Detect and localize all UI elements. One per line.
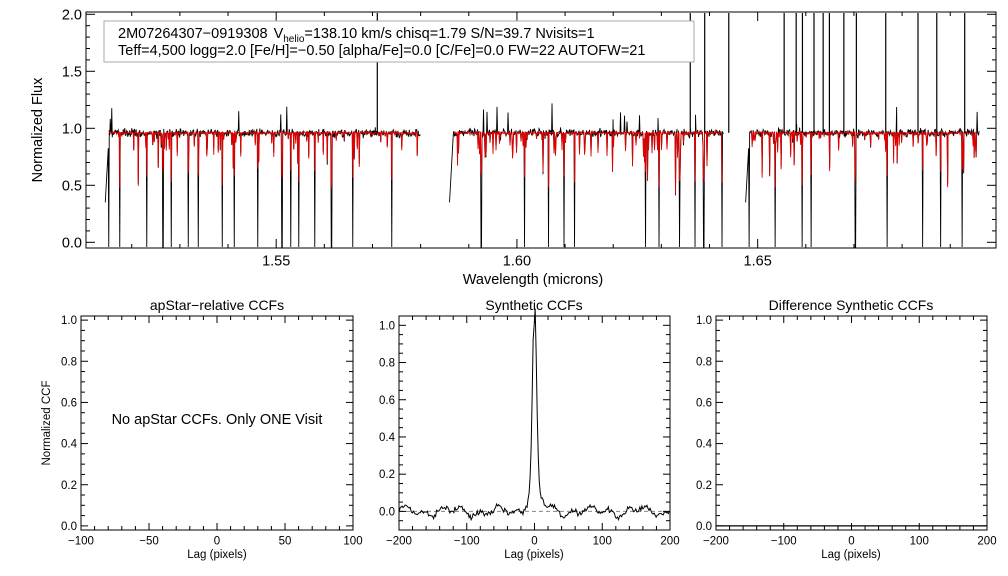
spectrum-x-label: Wavelength (microns) bbox=[463, 272, 603, 288]
y-tick-label: 0.6 bbox=[61, 397, 77, 409]
x-tick-label: 1.65 bbox=[744, 254, 772, 270]
model-spectrum-line bbox=[108, 130, 419, 189]
x-tick-label: −50 bbox=[139, 536, 159, 548]
y-tick-label: 1.0 bbox=[62, 121, 82, 137]
model-spectrum-line bbox=[749, 129, 978, 188]
y-tick-label: 0.8 bbox=[379, 358, 395, 370]
difference-ccf-x-label: Lag (pixels) bbox=[821, 549, 881, 561]
spectrum-annotation-box: 2M07264307−0919308 Vhelio=138.10 km/s chi… bbox=[103, 20, 695, 63]
x-tick-label: −200 bbox=[386, 536, 412, 548]
x-tick-label: −100 bbox=[68, 536, 94, 548]
y-tick-label: 0.0 bbox=[696, 521, 712, 533]
x-tick-label: 1.55 bbox=[262, 254, 290, 270]
y-tick-label: 1.0 bbox=[379, 320, 395, 332]
x-tick-label: 0 bbox=[214, 536, 220, 548]
y-tick-label: 0.2 bbox=[379, 469, 395, 481]
y-tick-label: 1.5 bbox=[62, 64, 82, 80]
observed-spectrum-line bbox=[745, 106, 980, 248]
fit-statistics: =138.10 km/s chisq=1.79 S/N=39.7 Nvisits… bbox=[304, 26, 594, 42]
x-tick-label: −100 bbox=[771, 536, 797, 548]
synthetic-ccf-frame bbox=[398, 315, 671, 531]
x-tick-label: 0 bbox=[848, 536, 854, 548]
y-tick-label: 0.0 bbox=[62, 235, 82, 251]
x-tick-label: 0 bbox=[531, 536, 537, 548]
x-tick-label: 100 bbox=[593, 536, 612, 548]
model-spectrum-line bbox=[453, 129, 723, 195]
apstar-ccf-panel: −100 −50 0 50 100 0.0 0.2 0.4 0.6 0.8 1.0 apStar−r… bbox=[41, 297, 363, 561]
x-tick-label: 50 bbox=[279, 536, 292, 548]
x-tick-label: −200 bbox=[703, 536, 729, 548]
y-tick-label: 0.8 bbox=[696, 356, 712, 368]
synthetic-ccf-x-label: Lag (pixels) bbox=[504, 549, 564, 561]
y-tick-label: 0.0 bbox=[61, 521, 77, 533]
spectrum-panel: 1.55 1.60 1.65 0.0 0.5 1.0 1.5 2.0 2M07264307−0… bbox=[30, 7, 997, 288]
synthetic-ccf-panel: −200 −100 0 100 200 0.0 0.2 0.4 0.6 0.8 1.0 Synthe… bbox=[379, 297, 680, 561]
y-tick-label: 0.6 bbox=[379, 395, 395, 407]
synthetic-ccf-line bbox=[398, 308, 670, 522]
y-tick-label: 2.0 bbox=[62, 7, 82, 23]
x-tick-label: 200 bbox=[977, 536, 996, 548]
y-tick-label: 0.8 bbox=[61, 356, 77, 368]
y-tick-label: 0.4 bbox=[379, 432, 396, 444]
y-tick-label: 0.6 bbox=[696, 397, 712, 409]
synthetic-ccf-title: Synthetic CCFs bbox=[485, 297, 582, 313]
apstar-ccf-y-label: Normalized CCF bbox=[41, 381, 53, 466]
spectrum-frame bbox=[85, 11, 997, 249]
apstar-ccf-title: apStar−relative CCFs bbox=[150, 297, 284, 313]
annotation-line-1: 2M07264307−0919308 Vhelio=138.10 km/s chi… bbox=[118, 26, 595, 45]
star-id: 2M07264307−0919308 bbox=[118, 26, 268, 42]
annotation-line-2: Teff=4,500 logg=2.0 [Fe/H]=−0.50 [alpha/… bbox=[118, 43, 645, 59]
difference-ccf-title: Difference Synthetic CCFs bbox=[769, 297, 934, 313]
x-tick-label: 200 bbox=[660, 536, 679, 548]
observed-spectrum-line bbox=[449, 103, 724, 248]
vhelio-label: V bbox=[274, 26, 284, 42]
no-ccf-message: No apStar CCFs. Only ONE Visit bbox=[112, 412, 323, 428]
annotation-frame bbox=[103, 20, 695, 63]
spectrum-y-label: Normalized Flux bbox=[30, 77, 46, 182]
difference-ccf-panel: −200 −100 0 100 200 0.0 0.2 0.4 0.6 0.8 1.0 Differ… bbox=[696, 297, 997, 561]
vhelio-subscript: helio bbox=[283, 34, 305, 45]
x-tick-label: −100 bbox=[454, 536, 480, 548]
y-tick-label: 1.0 bbox=[696, 315, 712, 327]
y-tick-label: 0.5 bbox=[62, 178, 82, 194]
y-tick-label: 0.2 bbox=[61, 480, 77, 492]
y-tick-label: 0.2 bbox=[696, 480, 712, 492]
y-tick-label: 0.4 bbox=[61, 439, 78, 451]
observed-spectrum-line bbox=[104, 106, 421, 248]
x-tick-label: 100 bbox=[343, 536, 362, 548]
x-tick-label: 100 bbox=[910, 536, 929, 548]
y-tick-label: 0.0 bbox=[379, 506, 395, 518]
y-tick-label: 1.0 bbox=[61, 315, 77, 327]
apstar-ccf-x-label: Lag (pixels) bbox=[187, 549, 247, 561]
x-tick-label: 1.60 bbox=[503, 254, 531, 270]
y-tick-label: 0.4 bbox=[696, 439, 713, 451]
difference-ccf-frame bbox=[715, 315, 988, 531]
